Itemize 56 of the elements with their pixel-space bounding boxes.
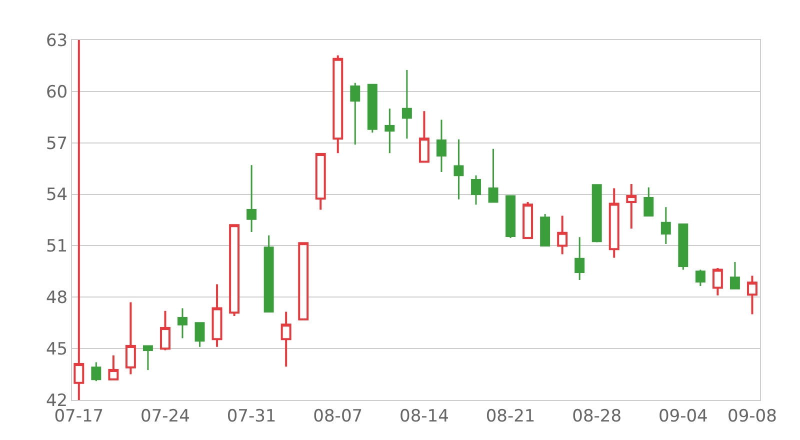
candlestick [471, 174, 481, 206]
candlestick [194, 322, 205, 348]
x-tick-label: 08-21 [486, 406, 536, 426]
x-tick-label: 09-08 [728, 406, 777, 426]
candlestick [522, 201, 534, 239]
candlestick [506, 195, 516, 239]
candlestick [747, 274, 758, 316]
candlestick [644, 186, 654, 216]
candlestick [142, 345, 153, 371]
candlestick [178, 308, 188, 340]
candlestick [160, 310, 170, 352]
candlestick [332, 54, 344, 154]
candlestick [91, 362, 102, 382]
candlestick [74, 40, 84, 400]
candlestick [384, 108, 395, 154]
candlestick [626, 183, 637, 230]
y-tick-label: 54 [46, 185, 68, 206]
x-tick-label: 07-24 [140, 406, 190, 426]
candlestick [488, 148, 498, 203]
candlestick [367, 84, 378, 134]
candlestick [695, 268, 706, 287]
candlestick [660, 206, 671, 245]
candlestick [402, 69, 412, 140]
x-tick-label: 08-14 [399, 406, 449, 426]
candlestick [592, 184, 602, 244]
candlestick [608, 187, 620, 259]
y-tick-label: 57 [46, 134, 68, 154]
candlestick [229, 224, 240, 317]
y-tick-label: 48 [46, 288, 68, 308]
candlestick [315, 153, 326, 211]
candlestick [678, 224, 688, 270]
y-tick-label: 63 [46, 30, 68, 51]
candlestick [574, 236, 585, 281]
x-tick-label: 08-28 [572, 406, 622, 426]
candlestick [350, 82, 360, 146]
candlestick [246, 164, 257, 233]
candlestick [730, 261, 740, 290]
candlestick [264, 234, 274, 312]
candlestick [212, 283, 222, 348]
candlestick [557, 214, 568, 256]
candlestick [125, 301, 136, 376]
y-tick-label: 51 [46, 236, 68, 257]
x-tick-label: 08-07 [313, 406, 363, 426]
candlestick [108, 354, 119, 380]
y-tick-label: 60 [46, 82, 68, 102]
candlestick [540, 213, 550, 246]
candlestick [436, 118, 446, 173]
candlestick [454, 138, 464, 200]
x-tick-label: 07-17 [54, 406, 104, 426]
x-tick-label: 07-31 [226, 406, 276, 426]
candlestick [280, 310, 292, 368]
candlestick [712, 267, 723, 296]
y-tick-label: 45 [46, 340, 68, 360]
x-tick-label: 09-04 [658, 406, 708, 426]
candlestick [418, 110, 430, 163]
candlestick [298, 242, 309, 320]
